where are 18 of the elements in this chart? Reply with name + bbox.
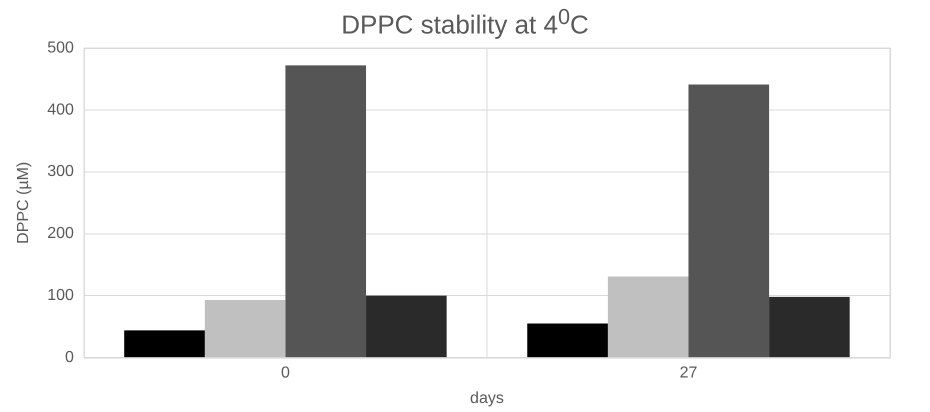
bar [769,296,850,358]
y-tick-label: 300 [47,163,74,180]
y-axis-title: DPPC (µM) [15,162,32,244]
y-tick-label: 100 [47,287,74,304]
chart-title: DPPC stability at 4$^{0}$C [340,4,590,41]
x-tick-label: 27 [680,364,698,382]
x-axis-title: days [470,390,504,407]
y-tick-label: 500 [47,39,74,56]
bar [527,324,608,358]
bar [204,300,286,358]
y-tick-label: 400 [47,101,74,118]
bar [285,65,366,358]
y-tick-label: 200 [47,225,74,242]
bar [608,276,688,358]
y-tick-label: 0 [64,349,74,366]
bar [124,330,205,358]
bar [366,296,447,358]
bar [688,84,770,358]
